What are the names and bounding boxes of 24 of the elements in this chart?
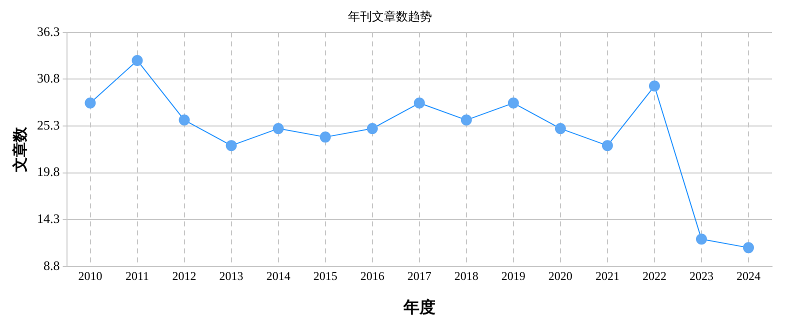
x-tick-label: 2010 <box>78 268 102 283</box>
x-tick-label: 2020 <box>548 268 572 283</box>
x-tick-label: 2011 <box>125 268 150 283</box>
x-tick-label: 2018 <box>454 268 478 283</box>
x-tick-label: 2023 <box>689 268 714 283</box>
x-tick-label: 2015 <box>313 268 338 283</box>
y-tick-label: 19.8 <box>37 164 60 180</box>
x-tick-label: 2017 <box>407 268 432 283</box>
x-tick-label: 2012 <box>172 268 196 283</box>
y-tick-label: 36.3 <box>37 24 60 39</box>
x-tick-label: 2021 <box>595 268 620 283</box>
y-tick-label: 8.8 <box>44 258 60 273</box>
x-tick-label: 2013 <box>219 268 244 283</box>
x-tick-label: 2022 <box>642 268 666 283</box>
x-axis-title: 年度 <box>402 298 436 317</box>
x-tick-label: 2014 <box>266 268 290 283</box>
y-tick-label: 25.3 <box>37 117 60 132</box>
x-tick-label: 2024 <box>736 268 760 283</box>
chart-title: 年刊文章数趋势 <box>348 9 432 24</box>
y-tick-label: 14.3 <box>37 211 60 226</box>
x-tick-label: 2016 <box>360 268 384 283</box>
y-tick-label: 30.8 <box>37 70 60 86</box>
x-tick-label: 2019 <box>501 268 526 283</box>
y-axis-title: 文章数 <box>10 126 29 173</box>
